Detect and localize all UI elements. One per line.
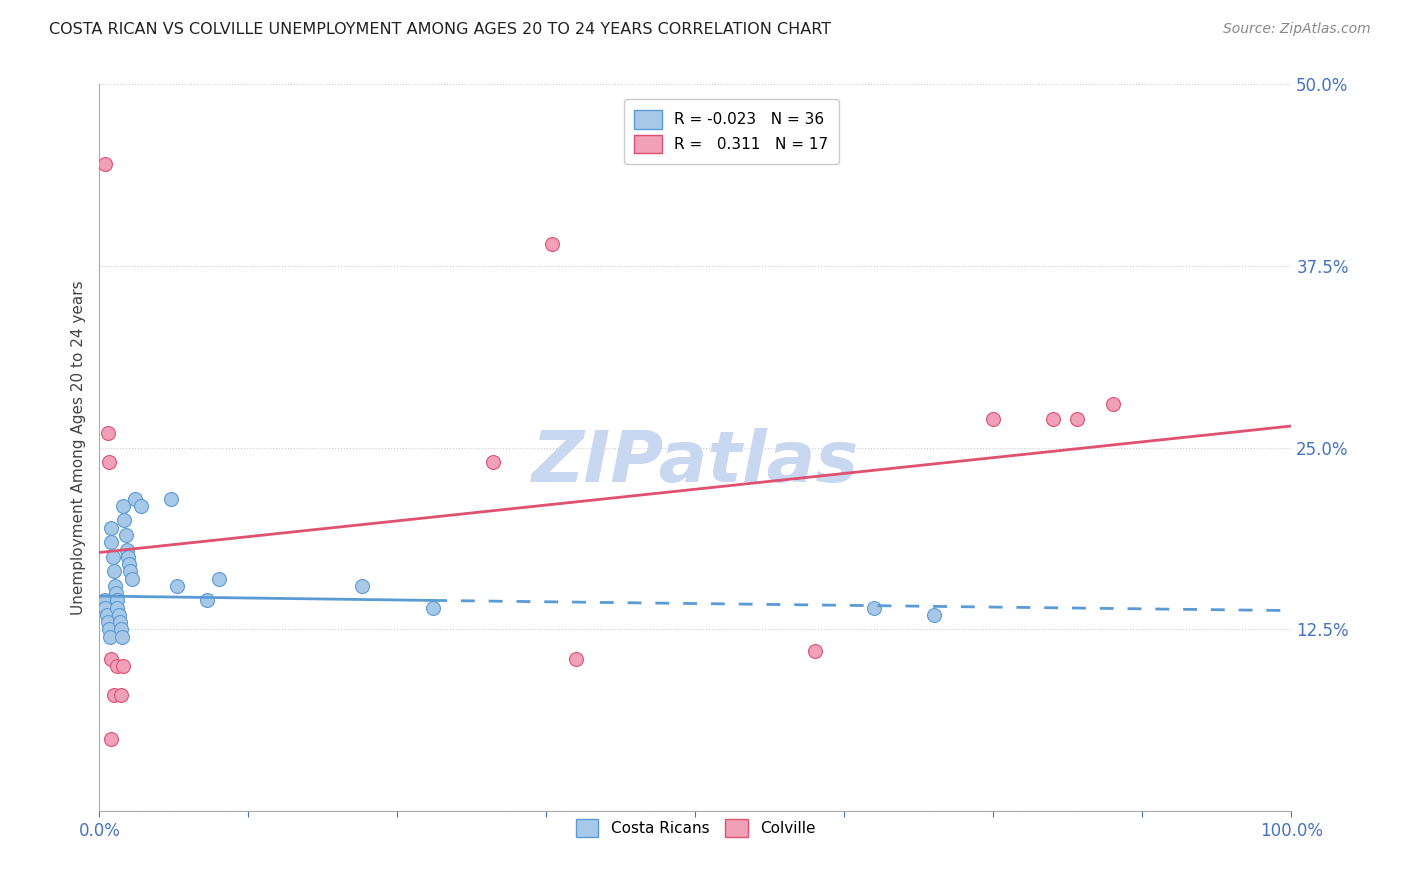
Point — [114, 528, 136, 542]
Point — [100, 521, 122, 535]
Point — [195, 593, 218, 607]
Point — [121, 572, 143, 586]
Point — [107, 607, 129, 622]
Point — [98, 455, 121, 469]
Point — [350, 579, 373, 593]
Point — [94, 157, 117, 171]
Point — [863, 600, 886, 615]
Point — [481, 455, 503, 469]
Point — [100, 535, 122, 549]
Point — [120, 565, 142, 579]
Point — [100, 651, 122, 665]
Point — [565, 651, 588, 665]
Point — [100, 731, 122, 746]
Point — [111, 630, 134, 644]
Point — [103, 688, 125, 702]
Point — [103, 565, 125, 579]
Point — [94, 600, 117, 615]
Point — [117, 549, 139, 564]
Point — [112, 658, 135, 673]
Point — [207, 572, 229, 586]
Point — [101, 549, 124, 564]
Text: ZIPatlas: ZIPatlas — [531, 428, 859, 497]
Point — [104, 579, 127, 593]
Point — [160, 491, 183, 506]
Point — [108, 615, 131, 630]
Point — [105, 593, 128, 607]
Y-axis label: Unemployment Among Ages 20 to 24 years: Unemployment Among Ages 20 to 24 years — [72, 280, 86, 615]
Legend: Costa Ricans, Colville: Costa Ricans, Colville — [569, 813, 821, 844]
Point — [97, 426, 120, 441]
Point — [105, 586, 128, 600]
Point — [110, 688, 132, 702]
Point — [1042, 411, 1064, 425]
Point — [94, 593, 117, 607]
Point — [1066, 411, 1088, 425]
Point — [112, 499, 135, 513]
Point — [115, 542, 138, 557]
Point — [541, 237, 564, 252]
Point — [110, 623, 132, 637]
Point — [97, 615, 120, 630]
Point — [983, 411, 1005, 425]
Point — [118, 557, 141, 571]
Point — [114, 514, 136, 528]
Point — [98, 630, 121, 644]
Point — [98, 623, 121, 637]
Text: Source: ZipAtlas.com: Source: ZipAtlas.com — [1223, 22, 1371, 37]
Point — [803, 644, 825, 658]
Point — [124, 491, 146, 506]
Point — [922, 607, 945, 622]
Text: COSTA RICAN VS COLVILLE UNEMPLOYMENT AMONG AGES 20 TO 24 YEARS CORRELATION CHART: COSTA RICAN VS COLVILLE UNEMPLOYMENT AMO… — [49, 22, 831, 37]
Point — [96, 607, 118, 622]
Point — [129, 499, 152, 513]
Point — [1101, 397, 1123, 411]
Point — [105, 658, 128, 673]
Point — [166, 579, 188, 593]
Point — [105, 600, 128, 615]
Point — [422, 600, 444, 615]
